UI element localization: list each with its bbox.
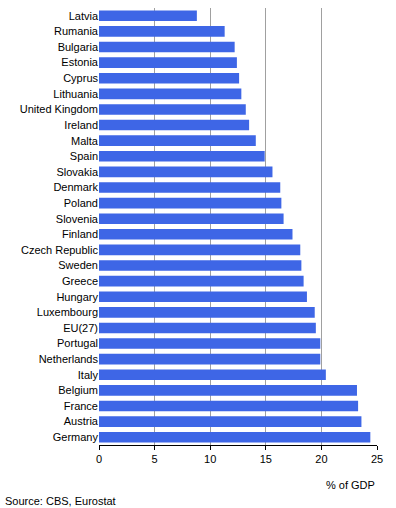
svg-text:United Kingdom: United Kingdom <box>20 103 98 115</box>
svg-text:EU(27): EU(27) <box>63 322 98 334</box>
svg-text:Netherlands: Netherlands <box>39 353 99 365</box>
svg-text:Greece: Greece <box>62 275 98 287</box>
svg-text:Cyprus: Cyprus <box>63 72 98 84</box>
svg-text:Slovakia: Slovakia <box>56 166 98 178</box>
svg-text:Poland: Poland <box>64 197 98 209</box>
svg-text:Hungary: Hungary <box>56 291 98 303</box>
svg-text:% of GDP: % of GDP <box>326 479 375 491</box>
svg-text:10: 10 <box>204 453 216 465</box>
svg-text:20: 20 <box>315 453 327 465</box>
svg-text:Bulgaria: Bulgaria <box>58 41 99 53</box>
svg-text:5: 5 <box>152 453 158 465</box>
svg-text:Portugal: Portugal <box>57 337 98 349</box>
svg-text:Italy: Italy <box>78 369 99 381</box>
svg-text:25: 25 <box>371 453 383 465</box>
svg-text:Denmark: Denmark <box>53 181 98 193</box>
svg-text:Ireland: Ireland <box>64 119 98 131</box>
svg-text:Estonia: Estonia <box>61 56 99 68</box>
svg-text:Latvia: Latvia <box>69 10 99 22</box>
svg-text:Czech Republic: Czech Republic <box>21 244 99 256</box>
svg-text:Austria: Austria <box>64 415 99 427</box>
svg-text:15: 15 <box>260 453 272 465</box>
svg-text:0: 0 <box>96 453 102 465</box>
svg-text:Rumania: Rumania <box>54 25 99 37</box>
svg-text:France: France <box>64 400 98 412</box>
svg-text:Spain: Spain <box>70 150 98 162</box>
svg-text:Lithuania: Lithuania <box>53 88 99 100</box>
svg-text:Finland: Finland <box>62 228 98 240</box>
svg-text:Luxembourg: Luxembourg <box>37 306 98 318</box>
svg-text:Malta: Malta <box>71 135 99 147</box>
svg-text:Belgium: Belgium <box>58 384 98 396</box>
svg-text:Slovenia: Slovenia <box>56 213 99 225</box>
svg-text:Source: CBS, Eurostat: Source: CBS, Eurostat <box>5 495 116 507</box>
svg-text:Sweden: Sweden <box>58 259 98 271</box>
svg-text:Germany: Germany <box>53 431 99 443</box>
